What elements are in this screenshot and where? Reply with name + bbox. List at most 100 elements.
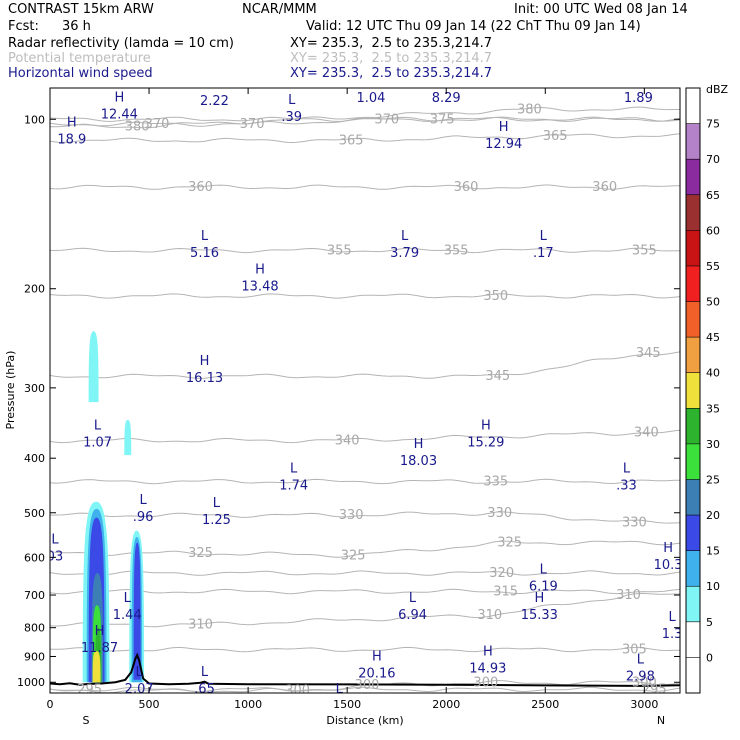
wind-extremum-type-2: L xyxy=(211,77,219,92)
colorbar-bin-3 xyxy=(686,550,700,587)
wind-extremum-type-7: H xyxy=(499,120,509,135)
theta-label-330-1: 330 xyxy=(487,506,512,521)
wind-extremum-type-29: H xyxy=(483,645,493,660)
colorbar-bin-9 xyxy=(686,337,700,373)
wind-extremum-value-0: 18.9 xyxy=(57,132,86,147)
colorbar-bin-16 xyxy=(686,88,700,124)
colorbar: 0 5 10 15 20 25 30 35 40 45 50 55 60 65 70 75 xyxy=(685,87,720,694)
wind-extremum-value-8: 5.16 xyxy=(190,246,219,261)
field-theta-xy: XY= 235.3, 2.5 to 235.3,214.7 xyxy=(290,51,493,66)
colorbar-unit: dBZ xyxy=(706,83,729,96)
y-axis-label: Pressure (hPa) xyxy=(4,351,17,430)
wind-extremum-value-13: 1.07 xyxy=(83,436,112,451)
theta-label-325-2: 325 xyxy=(497,536,522,551)
wind-extremum-value-18: .96 xyxy=(133,510,154,525)
colorbar-frame xyxy=(685,87,701,694)
wind-extremum-type-28: H xyxy=(372,650,382,665)
theta-contour-355 xyxy=(50,247,680,254)
colorbar-bin-2 xyxy=(686,586,700,622)
theta-label-300-1: 300 xyxy=(473,676,498,691)
wind-extremum-value-2: 2.22 xyxy=(200,94,229,109)
theta-contour-295 xyxy=(50,686,680,693)
wind-extremum-value-22: 6.19 xyxy=(529,580,558,595)
wind-extremum-value-32: .65 xyxy=(194,682,215,697)
theta-label-365-1: 365 xyxy=(543,129,568,144)
colorbar-bin-14 xyxy=(686,159,700,195)
plume-c-band-1 xyxy=(124,419,132,456)
theta-contour-345 xyxy=(50,351,680,379)
wind-extremum-value-11: 13.48 xyxy=(241,280,278,295)
theta-contour-370 xyxy=(50,116,680,127)
colorbar-bin-13 xyxy=(686,194,700,231)
colorbar-bin-5 xyxy=(686,479,700,516)
wind-extremum-value-26: 1.3 xyxy=(662,627,683,642)
wind-extremum-type-21: H xyxy=(663,541,673,556)
x-tick-label-1000: 1000 xyxy=(234,698,262,711)
y-tick-label-300: 300 xyxy=(24,382,45,395)
wind-extremum-type-18: L xyxy=(139,493,147,508)
wind-extremum-type-20: L xyxy=(51,533,59,548)
y-tick-label-1000: 1000 xyxy=(17,676,45,689)
wind-extremum-type-16: L xyxy=(290,461,298,476)
wind-extremum-type-3: L xyxy=(288,93,296,108)
x-axis-start-label: S xyxy=(83,714,90,727)
y-tick-label-800: 800 xyxy=(24,622,45,635)
wind-extremum-type-19: L xyxy=(213,496,221,511)
theta-label-380-0: 380 xyxy=(125,119,150,134)
theta-label-320-0: 320 xyxy=(489,566,514,581)
theta-label-325-1: 325 xyxy=(341,548,366,563)
theta-contour-305 xyxy=(50,646,680,653)
theta-label-305-0: 305 xyxy=(622,643,647,658)
wind-extremum-type-0: H xyxy=(67,115,77,130)
colorbar-bin-12 xyxy=(686,230,700,266)
wind-extremum-value-4: 1.04 xyxy=(356,91,385,106)
terrain-surface xyxy=(50,652,680,687)
field-wind-xy: XY= 235.3, 2.5 to 235.3,214.7 xyxy=(290,66,493,81)
colorbar-label-25: 25 xyxy=(706,473,720,486)
theta-label-300-3: 300 xyxy=(285,684,310,699)
wind-extremum-value-21: 10.3 xyxy=(654,558,683,573)
theta-label-360-1: 360 xyxy=(454,180,479,195)
colorbar-label-65: 65 xyxy=(706,189,720,202)
reflectivity-field xyxy=(82,331,145,683)
wind-extremum-type-27: H xyxy=(95,624,105,639)
theta-contour-320 xyxy=(50,570,680,576)
theta-label-345-1: 345 xyxy=(636,346,661,361)
theta-label-315-0: 315 xyxy=(493,585,518,600)
colorbar-bin-15 xyxy=(686,123,700,160)
model-name: CONTRAST 15km ARW xyxy=(8,2,154,17)
x-tick-label-0: 0 xyxy=(47,698,54,711)
plume-a-band-6 xyxy=(92,650,101,683)
y-tick-label-400: 400 xyxy=(24,452,45,465)
x-tick-label-1500: 1500 xyxy=(333,698,361,711)
forecast-hours: 36 h xyxy=(62,19,91,34)
wind-extremum-value-5: 8.29 xyxy=(432,91,461,106)
valid-time: Valid: 12 UTC Thu 09 Jan 14 (22 ChT Thu … xyxy=(306,19,641,34)
wind-extremum-type-4: L xyxy=(367,74,375,89)
theta-label-335-0: 335 xyxy=(483,475,508,490)
y-tick-label-500: 500 xyxy=(24,507,45,520)
theta-contour-375 xyxy=(50,116,680,122)
colorbar-label-55: 55 xyxy=(706,260,720,273)
colorbar-label-35: 35 xyxy=(706,402,720,415)
wind-extremum-type-15: H xyxy=(414,437,424,452)
field-theta-name: Potential temperature xyxy=(8,51,151,66)
theta-label-370-1: 370 xyxy=(240,117,265,132)
theta-label-310-0: 310 xyxy=(188,618,213,633)
theta-label-295-0: 295 xyxy=(77,682,102,697)
x-tick-label-2000: 2000 xyxy=(432,698,460,711)
colorbar-bin-6 xyxy=(686,443,700,480)
wind-extremum-type-6: L xyxy=(635,74,643,89)
wind-extremum-value-19: 1.25 xyxy=(202,513,231,528)
theta-label-310-1: 310 xyxy=(477,608,502,623)
theta-label-300-0: 300 xyxy=(355,678,380,693)
colorbar-bin-10 xyxy=(686,301,700,338)
theta-label-355-0: 355 xyxy=(327,243,352,258)
init-time: Init: 00 UTC Wed 08 Jan 14 xyxy=(514,2,688,17)
colorbar-bin-11 xyxy=(686,265,700,302)
y-tick-label-200: 200 xyxy=(24,283,45,296)
theta-label-330-2: 330 xyxy=(622,515,647,530)
